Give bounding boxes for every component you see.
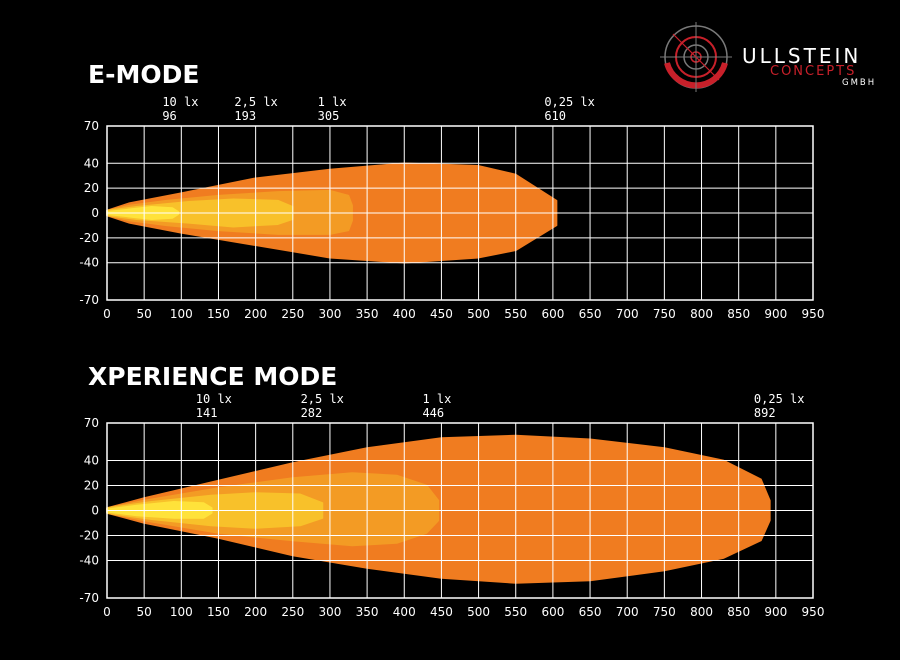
x-tick-label: 950 <box>802 307 825 321</box>
x-tick-label: 600 <box>541 605 564 619</box>
range-label-distance: 446 <box>422 406 444 420</box>
x-tick-label: 650 <box>579 307 602 321</box>
y-tick-label: 0 <box>91 206 99 220</box>
range-label-distance: 193 <box>234 109 256 123</box>
y-tick-label: -20 <box>79 231 99 245</box>
x-tick-label: 500 <box>467 307 490 321</box>
plot-frame <box>106 422 814 599</box>
x-tick-label: 450 <box>430 307 453 321</box>
range-label-lux: 1 lx <box>422 392 451 406</box>
x-tick-label: 900 <box>764 307 787 321</box>
y-tick-label: -70 <box>79 591 99 605</box>
range-label-distance: 141 <box>196 406 218 420</box>
x-tick-label: 300 <box>318 307 341 321</box>
plot-frame <box>106 125 814 301</box>
crosshair-mark-icon <box>660 22 732 92</box>
range-label-lux: 2,5 lx <box>234 95 277 109</box>
x-tick-label: 750 <box>653 307 676 321</box>
x-tick-label: 500 <box>467 605 490 619</box>
range-label-lux: 10 lx <box>162 95 198 109</box>
x-tick-label: 200 <box>244 307 267 321</box>
x-tick-label: 900 <box>764 605 787 619</box>
range-label-lux: 0,25 lx <box>754 392 805 406</box>
x-tick-label: 50 <box>137 605 152 619</box>
x-tick-label: 850 <box>727 605 750 619</box>
brand-name: ULLSTEIN <box>742 44 861 68</box>
x-tick-label: 150 <box>207 605 230 619</box>
range-label-distance: 892 <box>754 406 776 420</box>
x-tick-label: 0 <box>103 605 111 619</box>
x-tick-label: 150 <box>207 307 230 321</box>
range-label-lux: 10 lx <box>196 392 232 406</box>
y-tick-label: -70 <box>79 293 99 307</box>
x-tick-label: 450 <box>430 605 453 619</box>
x-tick-label: 250 <box>281 307 304 321</box>
x-tick-label: 100 <box>170 605 193 619</box>
y-tick-label: 40 <box>84 454 99 468</box>
range-label-lux: 2,5 lx <box>301 392 344 406</box>
x-tick-label: 800 <box>690 307 713 321</box>
y-tick-label: -40 <box>79 256 99 270</box>
x-tick-label: 400 <box>393 307 416 321</box>
e-mode-title: E-MODE <box>88 60 199 89</box>
x-tick-label: 400 <box>393 605 416 619</box>
x-tick-label: 100 <box>170 307 193 321</box>
range-label-distance: 282 <box>301 406 323 420</box>
x-tick-label: 300 <box>318 605 341 619</box>
x-tick-label: 800 <box>690 605 713 619</box>
range-label-distance: 305 <box>318 109 340 123</box>
range-label-distance: 610 <box>544 109 566 123</box>
x-tick-label: 850 <box>727 307 750 321</box>
range-label-lux: 1 lx <box>318 95 347 109</box>
x-tick-label: 0 <box>103 307 111 321</box>
y-tick-label: 70 <box>84 416 99 430</box>
x-tick-label: 650 <box>579 605 602 619</box>
xperience-mode-title: XPERIENCE MODE <box>88 362 337 391</box>
y-tick-label: -20 <box>79 529 99 543</box>
x-tick-label: 950 <box>802 605 825 619</box>
x-tick-label: 750 <box>653 605 676 619</box>
x-tick-label: 250 <box>281 605 304 619</box>
brand-subtitle: CONCEPTS <box>770 64 856 79</box>
y-tick-label: 20 <box>84 181 99 195</box>
x-tick-label: 350 <box>356 605 379 619</box>
range-label-lux: 0,25 lx <box>544 95 595 109</box>
x-tick-label: 50 <box>137 307 152 321</box>
y-tick-label: 70 <box>84 119 99 133</box>
range-label-distance: 96 <box>162 109 176 123</box>
x-tick-label: 350 <box>356 307 379 321</box>
beam-zone-10lx <box>106 501 213 519</box>
ullstein-logo: ULLSTEIN CONCEPTS GMBH <box>660 22 876 92</box>
y-tick-label: 20 <box>84 479 99 493</box>
x-tick-label: 700 <box>616 307 639 321</box>
y-tick-label: 0 <box>91 504 99 518</box>
x-tick-label: 550 <box>504 605 527 619</box>
x-tick-label: 550 <box>504 307 527 321</box>
x-tick-label: 600 <box>541 307 564 321</box>
brand-company-form: GMBH <box>842 78 876 88</box>
x-tick-label: 200 <box>244 605 267 619</box>
y-tick-label: -40 <box>79 554 99 568</box>
x-tick-label: 700 <box>616 605 639 619</box>
y-tick-label: 40 <box>84 156 99 170</box>
